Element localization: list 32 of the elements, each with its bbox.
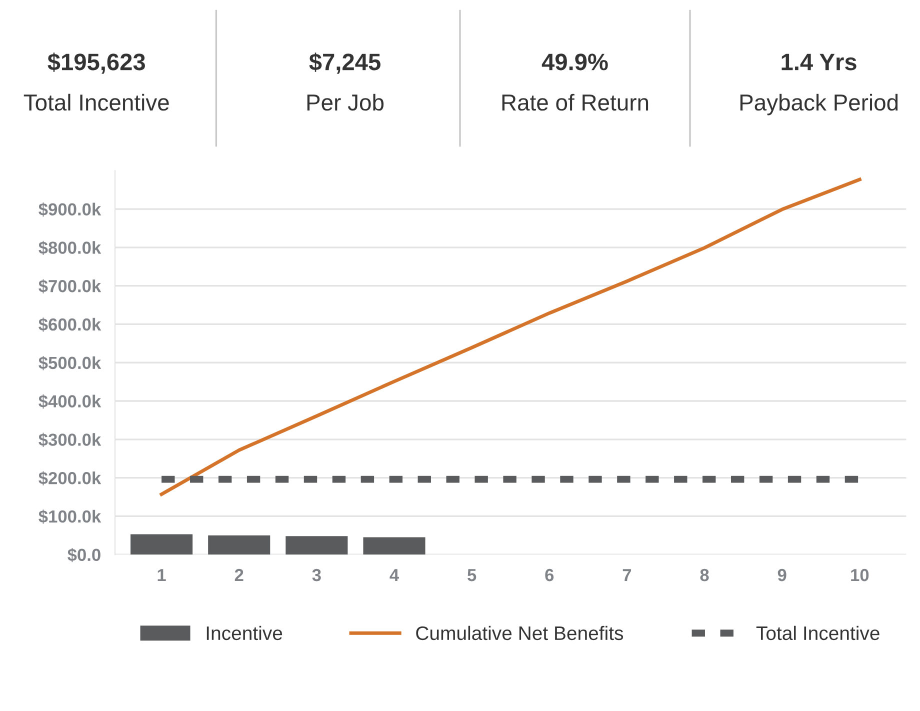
y-tick-label: $0.0 xyxy=(68,548,100,562)
y-tick-label: $600.0k xyxy=(38,318,102,332)
text: 49.9% xyxy=(542,54,608,70)
legend-label: Total Incentive xyxy=(756,626,880,640)
y-tick-label: $900.0k xyxy=(38,202,102,217)
legend-label: Cumulative Net Benefits xyxy=(416,626,624,640)
y-tick-label: $800.0k xyxy=(38,240,102,256)
text: Payback Period xyxy=(740,94,898,116)
y-tick-label: $500.0k xyxy=(38,356,102,370)
text: Total Incentive xyxy=(24,94,169,111)
text: 1.4 Yrs xyxy=(782,54,856,70)
y-tick-label: $100.0k xyxy=(38,510,102,524)
text: $195,623 xyxy=(48,52,145,74)
text: Rate of Return xyxy=(502,94,648,111)
y-tick-label: $700.0k xyxy=(38,279,102,294)
x-tick-label: 9 xyxy=(778,568,786,582)
line-series xyxy=(160,178,862,496)
x-tick-label: 3 xyxy=(312,568,321,582)
x-tick-label: 2 xyxy=(234,568,244,582)
x-tick-label: 4 xyxy=(390,569,399,582)
x-tick-label: 10 xyxy=(851,568,869,582)
text: $7,245 xyxy=(309,52,380,74)
x-tick-label: 1 xyxy=(158,569,166,582)
x-tick-label: 5 xyxy=(468,569,476,582)
y-tick-label: $200.0k xyxy=(38,471,102,486)
y-tick-label: $400.0k xyxy=(38,394,102,409)
x-tick-label: 7 xyxy=(622,569,632,582)
x-tick-label: 6 xyxy=(545,568,554,582)
x-tick-label: 8 xyxy=(700,568,709,582)
text: Per Job xyxy=(307,94,384,111)
y-tick-label: $300.0k xyxy=(38,432,102,447)
legend-label: Incentive xyxy=(206,626,282,640)
